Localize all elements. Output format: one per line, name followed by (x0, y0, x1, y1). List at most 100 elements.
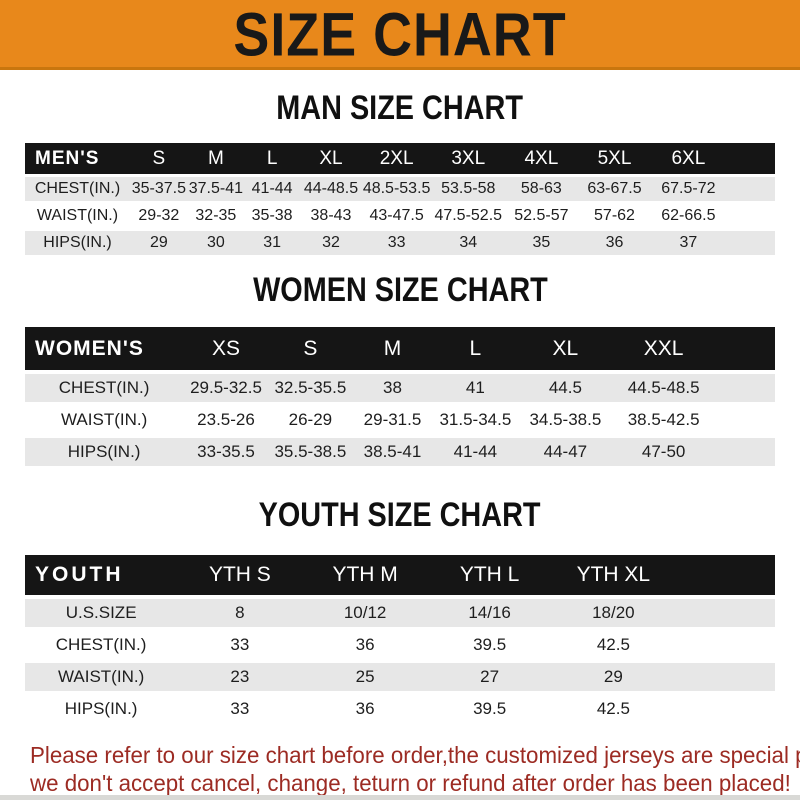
row-label: WAIST(IN.) (57, 667, 145, 686)
disclaimer-line-1: Please refer to our size chart before or… (30, 742, 800, 768)
mens-col-6xl: 6XL (671, 147, 706, 169)
cell-value: 37 (679, 234, 698, 251)
cell-value: 44-47 (543, 442, 588, 461)
women-section-heading: WOMEN SIZE CHART (252, 270, 548, 309)
mens-col-m: M (207, 147, 224, 169)
cell-value: 29 (149, 234, 168, 251)
cell-value: 23.5-26 (197, 410, 255, 429)
cell-value: 47.5-52.5 (434, 207, 503, 224)
cell-value: 29.5-32.5 (190, 378, 262, 397)
youth-col-s: YTH S (208, 563, 271, 586)
cell-value: 36 (355, 635, 375, 654)
cell-value: 39.5 (473, 635, 507, 654)
banner: SIZE CHART (0, 0, 800, 70)
page-title: SIZE CHART (233, 0, 567, 69)
cell-value: 10/12 (343, 603, 387, 622)
womens-waist-row: WAIST(IN.) 23.5-26 26-29 29-31.5 31.5-34… (25, 406, 775, 434)
cell-value: 53.5-58 (441, 180, 496, 197)
footer-disclaimer: Please refer to our size chart before or… (30, 741, 800, 797)
womens-col-xs: XS (211, 336, 240, 360)
mens-col-l: L (266, 147, 278, 169)
cell-value: 37.5-41 (188, 180, 243, 197)
cell-value: 43-47.5 (369, 207, 424, 224)
cell-value: 18/20 (592, 603, 635, 622)
youth-col-xl: YTH XL (576, 563, 651, 586)
youth-ussize-row: U.S.SIZE 8 10/12 14/16 18/20 (25, 599, 775, 627)
cell-value: 38-43 (310, 207, 352, 224)
cell-value: 48.5-53.5 (362, 180, 431, 197)
row-label: WAIST(IN.) (36, 207, 119, 224)
mens-hips-row: HIPS(IN.) 29 30 31 32 33 34 35 36 37 (25, 231, 775, 255)
cell-value: 32.5-35.5 (274, 378, 347, 397)
mens-chest-row: CHEST(IN.) 35-37.5 37.5-41 41-44 44-48.5… (25, 177, 775, 201)
cell-value: 30 (206, 234, 225, 251)
youth-size-table: YOUTH YTH S YTH M YTH L YTH XL U.S.SIZE … (25, 555, 775, 723)
man-section-heading: MAN SIZE CHART (276, 88, 524, 127)
row-label: CHEST(IN.) (58, 378, 150, 397)
mens-col-xl: XL (319, 147, 343, 169)
cell-value: 52.5-57 (514, 207, 569, 224)
row-label: U.S.SIZE (65, 603, 137, 622)
cell-value: 38.5-41 (363, 442, 422, 461)
row-label: CHEST(IN.) (55, 635, 147, 654)
cell-value: 35-38 (251, 207, 293, 224)
cell-value: 39.5 (473, 699, 507, 718)
womens-col-s: S (303, 336, 318, 360)
cell-value: 29-32 (138, 207, 180, 224)
mens-col-4xl: 4XL (524, 147, 559, 169)
womens-hips-row: HIPS(IN.) 33-35.5 35.5-38.5 38.5-41 41-4… (25, 438, 775, 466)
mens-waist-row: WAIST(IN.) 29-32 32-35 35-38 38-43 43-47… (25, 204, 775, 228)
cell-value: 57-62 (594, 207, 635, 224)
cell-value: 63-67.5 (587, 180, 642, 197)
mens-col-s: S (152, 147, 166, 169)
cell-value: 35.5-38.5 (274, 442, 347, 461)
womens-corner-label: WOMEN'S (35, 336, 144, 360)
cell-value: 41-44 (251, 180, 293, 197)
cell-value: 36 (605, 234, 624, 251)
youth-waist-row: WAIST(IN.) 23 25 27 29 (25, 663, 775, 691)
youth-col-l: YTH L (459, 563, 520, 586)
cell-value: 34 (459, 234, 478, 251)
cell-value: 33 (387, 234, 406, 251)
cell-value: 29-31.5 (363, 410, 422, 429)
cell-value: 58-63 (520, 180, 562, 197)
cell-value: 32 (322, 234, 340, 251)
cell-value: 42.5 (596, 635, 630, 654)
cell-value: 38 (383, 378, 402, 397)
cell-value: 8 (235, 603, 245, 622)
youth-col-m: YTH M (332, 563, 398, 586)
youth-corner-label: YOUTH (35, 563, 124, 586)
cell-value: 29 (603, 667, 623, 686)
womens-col-m: M (383, 336, 402, 360)
cell-value: 25 (355, 667, 375, 686)
cell-value: 44.5 (548, 378, 582, 397)
mens-col-3xl: 3XL (451, 147, 486, 169)
cell-value: 44-48.5 (303, 180, 359, 197)
cell-value: 33 (230, 635, 250, 654)
row-label: HIPS(IN.) (43, 234, 112, 251)
cell-value: 14/16 (468, 603, 511, 622)
youth-table-header-row: YOUTH YTH S YTH M YTH L YTH XL (25, 555, 775, 595)
womens-col-l: L (469, 336, 482, 360)
cell-value: 67.5-72 (661, 180, 716, 197)
cell-value: 62-66.5 (661, 207, 716, 224)
cell-value: 44.5-48.5 (627, 378, 700, 397)
womens-size-table: WOMEN'S XS S M L XL XXL CHEST(IN.) 29.5-… (25, 327, 775, 466)
cell-value: 31.5-34.5 (439, 410, 512, 429)
youth-chest-row: CHEST(IN.) 33 36 39.5 42.5 (25, 631, 775, 659)
bottom-edge-strip (0, 795, 800, 800)
mens-col-2xl: 2XL (379, 147, 414, 169)
womens-col-xxl: XXL (643, 336, 684, 360)
cell-value: 36 (355, 699, 375, 718)
womens-table-header-row: WOMEN'S XS S M L XL XXL (25, 327, 775, 370)
cell-value: 34.5-38.5 (529, 410, 602, 429)
row-label: HIPS(IN.) (67, 442, 141, 461)
cell-value: 42.5 (596, 699, 630, 718)
mens-corner-label: MEN'S (35, 147, 100, 169)
row-label: CHEST(IN.) (34, 180, 121, 197)
mens-col-5xl: 5XL (597, 147, 632, 169)
cell-value: 33-35.5 (197, 442, 255, 461)
cell-value: 41-44 (453, 442, 498, 461)
cell-value: 41 (465, 378, 485, 397)
